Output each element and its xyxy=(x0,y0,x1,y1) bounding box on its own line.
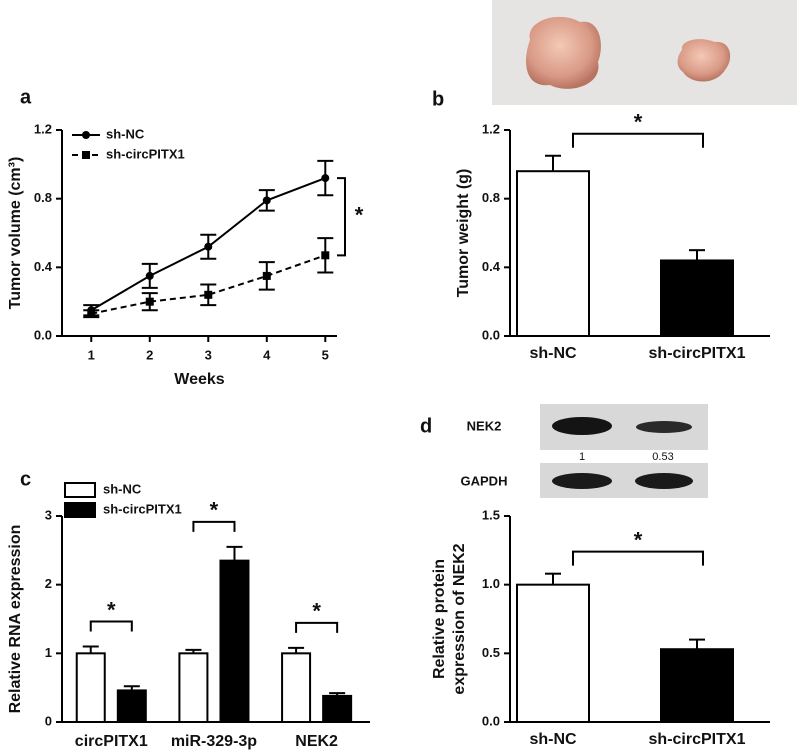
bar xyxy=(516,170,590,337)
point xyxy=(321,174,330,183)
point xyxy=(262,196,271,205)
legend-label: sh-NC xyxy=(103,481,142,496)
bar xyxy=(75,652,106,723)
bar xyxy=(660,648,734,723)
y-axis-label: Tumor weight (g) xyxy=(455,169,472,298)
y-tick-label: 0.5 xyxy=(482,645,500,660)
y-tick-label: 0.0 xyxy=(482,713,500,728)
x-tick-label: 3 xyxy=(205,347,212,362)
y-tick-label: 0.4 xyxy=(482,259,501,274)
y-axis-label: Tumor volume (cm³) xyxy=(7,157,24,310)
y-tick-label: 1.2 xyxy=(482,121,500,136)
point xyxy=(87,309,96,318)
y-tick-label: 1 xyxy=(45,645,52,660)
y-tick-label: 1.2 xyxy=(34,121,52,136)
y-tick-label: 1.5 xyxy=(482,507,500,522)
panel-label: a xyxy=(20,86,32,108)
legend-marker xyxy=(82,151,90,159)
y-tick-label: 2 xyxy=(45,576,52,591)
y-tick-label: 0 xyxy=(45,713,52,728)
point xyxy=(204,290,213,299)
bar xyxy=(116,689,147,723)
x-tick-label: 1 xyxy=(88,347,95,362)
blot-quantification: 0.53 xyxy=(652,451,673,463)
y-tick-label: 0.0 xyxy=(482,327,500,342)
y-tick-label: 0.8 xyxy=(34,190,52,205)
significance-star: * xyxy=(312,599,321,624)
western-blot xyxy=(540,404,708,498)
legend-swatch xyxy=(64,502,96,518)
y-tick-label: 0.8 xyxy=(482,190,500,205)
x-tick-label: NEK2 xyxy=(295,733,338,750)
panel-label: b xyxy=(432,88,444,110)
x-tick-label: 4 xyxy=(263,347,271,362)
point xyxy=(145,297,154,306)
significance-bracket xyxy=(572,132,704,148)
point xyxy=(145,271,154,280)
legend-label: sh-circPITX1 xyxy=(103,501,182,516)
y-tick-label: 0.0 xyxy=(34,327,52,342)
point xyxy=(321,251,330,260)
x-tick-label: 5 xyxy=(322,347,329,362)
significance-bracket xyxy=(89,620,133,632)
y-tick-label: 0.4 xyxy=(34,259,53,274)
x-tick-label: circPITX1 xyxy=(75,733,148,750)
bar xyxy=(281,652,312,723)
y-axis-label: expression of NEK2 xyxy=(451,543,468,694)
y-axis-label: Relative protein xyxy=(431,559,448,679)
legend-marker xyxy=(82,131,90,139)
blot-label: GAPDH xyxy=(461,473,508,488)
point xyxy=(204,242,213,251)
x-tick-label: miR-329-3p xyxy=(171,733,257,750)
x-tick-label: sh-circPITX1 xyxy=(649,345,746,362)
bar xyxy=(178,652,209,723)
significance-bracket xyxy=(572,550,704,566)
significance-bracket xyxy=(192,520,236,532)
y-tick-label: 1.0 xyxy=(482,576,500,591)
x-axis-label: Weeks xyxy=(174,371,225,388)
panel-label: c xyxy=(20,468,31,490)
significance-star: * xyxy=(634,110,643,135)
significance-star: * xyxy=(634,527,643,552)
significance-bracket xyxy=(295,621,339,633)
x-tick-label: sh-circPITX1 xyxy=(649,731,746,748)
bar xyxy=(322,694,353,724)
series-line xyxy=(91,254,326,315)
point xyxy=(262,271,271,280)
significance-bracket xyxy=(337,177,346,257)
legend-swatch xyxy=(64,482,96,498)
significance-star: * xyxy=(355,203,364,228)
x-tick-label: 2 xyxy=(146,347,153,362)
x-tick-label: sh-NC xyxy=(529,731,577,748)
y-tick-label: 3 xyxy=(45,507,52,522)
blot-label: NEK2 xyxy=(467,418,502,433)
x-tick-label: sh-NC xyxy=(529,345,577,362)
tumor-photo xyxy=(492,0,797,105)
significance-star: * xyxy=(210,498,219,523)
legend-label: sh-NC xyxy=(106,126,145,141)
blot-quantification: 1 xyxy=(579,451,585,463)
y-axis-label: Relative RNA expression xyxy=(7,525,24,714)
significance-star: * xyxy=(107,597,116,622)
bar xyxy=(219,559,250,724)
legend-label: sh-circPITX1 xyxy=(106,146,185,161)
panel-label: d xyxy=(420,415,432,437)
bar xyxy=(516,583,590,724)
bar xyxy=(660,259,734,338)
